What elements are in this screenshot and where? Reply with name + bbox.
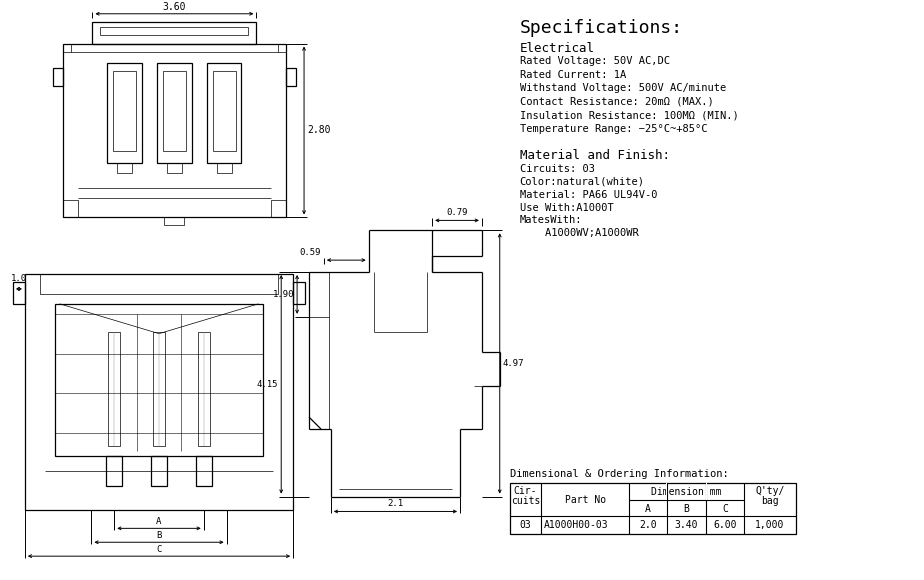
Bar [198, 332, 210, 446]
Text: Rated Current: 1A: Rated Current: 1A [519, 70, 626, 80]
Bar [25, 274, 293, 510]
Bar [286, 68, 296, 86]
Text: Specifications:: Specifications: [519, 19, 683, 37]
Text: 1,000: 1,000 [755, 520, 784, 530]
Text: Material: PA66 UL94V-0: Material: PA66 UL94V-0 [519, 190, 657, 200]
Text: Rated Voltage: 50V AC,DC: Rated Voltage: 50V AC,DC [519, 56, 670, 67]
Text: MatesWith:: MatesWith: [519, 215, 582, 226]
Text: Electrical: Electrical [519, 42, 595, 55]
Text: Color:natural(white): Color:natural(white) [519, 177, 645, 187]
Bar [108, 332, 120, 446]
Text: Withstand Voltage: 500V AC/minute: Withstand Voltage: 500V AC/minute [519, 84, 726, 93]
Text: A1000H00-03: A1000H00-03 [543, 520, 608, 530]
Text: Temperature Range: −25°C~+85°C: Temperature Range: −25°C~+85°C [519, 124, 707, 133]
Text: cuits: cuits [511, 495, 541, 506]
Bar [151, 456, 167, 485]
Text: Part No: Part No [565, 495, 606, 505]
Bar [213, 71, 236, 151]
Bar [53, 68, 63, 86]
Bar [153, 332, 165, 446]
Text: 2.80: 2.80 [307, 125, 331, 136]
Bar [106, 456, 122, 485]
Bar [117, 163, 132, 173]
Bar [196, 456, 212, 485]
Text: Use With:A1000T: Use With:A1000T [519, 202, 614, 212]
Text: A: A [645, 503, 650, 513]
Bar [63, 200, 78, 218]
Text: 0.59: 0.59 [299, 248, 321, 257]
Bar [293, 282, 305, 304]
Bar [666, 483, 667, 499]
Text: Circuits: 03: Circuits: 03 [519, 164, 595, 174]
Text: 2.1: 2.1 [387, 499, 404, 509]
Text: 3.40: 3.40 [675, 520, 699, 530]
Text: bag: bag [761, 495, 779, 506]
Text: Contact Resistance: 20mΩ (MAX.): Contact Resistance: 20mΩ (MAX.) [519, 97, 713, 107]
Bar [107, 63, 142, 163]
Bar [216, 163, 232, 173]
Text: 4.97: 4.97 [503, 359, 524, 368]
Bar [114, 71, 136, 151]
Text: C: C [723, 503, 728, 513]
Text: 1.0: 1.0 [11, 274, 27, 283]
Text: 4.15: 4.15 [257, 380, 278, 389]
Bar [101, 27, 249, 35]
Bar [40, 274, 278, 294]
Text: B: B [156, 531, 162, 540]
Text: A1000WV;A1000WR: A1000WV;A1000WR [519, 229, 638, 238]
Bar [272, 200, 286, 218]
Text: 1.90: 1.90 [273, 290, 294, 299]
Text: 2.0: 2.0 [639, 520, 657, 530]
Text: 3.60: 3.60 [163, 2, 186, 12]
Text: 03: 03 [519, 520, 531, 530]
Text: Dimension mm: Dimension mm [651, 487, 722, 496]
Text: 6.00: 6.00 [713, 520, 737, 530]
Bar [510, 483, 796, 534]
Text: Dimensional & Ordering Information:: Dimensional & Ordering Information: [510, 469, 728, 478]
Bar [164, 218, 184, 226]
Text: Cir-: Cir- [514, 485, 538, 496]
Bar [157, 63, 192, 163]
Text: 0.79: 0.79 [446, 208, 468, 218]
Bar [63, 44, 286, 218]
Bar [207, 63, 241, 163]
Text: Material and Finish:: Material and Finish: [519, 149, 670, 162]
Text: Q'ty/: Q'ty/ [755, 485, 784, 496]
Bar [167, 163, 182, 173]
Bar [92, 21, 256, 44]
Bar [55, 304, 263, 456]
Text: B: B [684, 503, 689, 513]
Text: C: C [156, 545, 162, 554]
Text: A: A [156, 517, 162, 527]
Bar [163, 71, 186, 151]
Text: Insulation Resistance: 100MΩ (MIN.): Insulation Resistance: 100MΩ (MIN.) [519, 110, 738, 120]
Bar [706, 483, 707, 499]
Bar [13, 282, 25, 304]
